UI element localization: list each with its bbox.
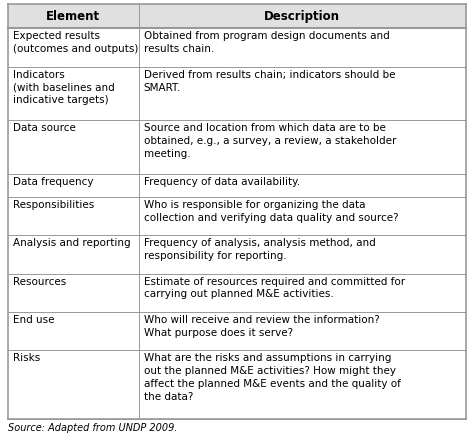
Text: Data frequency: Data frequency (13, 177, 93, 187)
Text: Indicators
(with baselines and
indicative targets): Indicators (with baselines and indicativ… (13, 70, 115, 105)
Text: Source: Adapted from UNDP 2009.: Source: Adapted from UNDP 2009. (8, 423, 177, 433)
Text: Analysis and reporting: Analysis and reporting (13, 238, 131, 248)
Text: Risks: Risks (13, 353, 40, 363)
Text: Frequency of data availability.: Frequency of data availability. (144, 177, 300, 187)
Text: Derived from results chain; indicators should be
SMART.: Derived from results chain; indicators s… (144, 70, 395, 93)
Text: End use: End use (13, 315, 55, 325)
Text: Source and location from which data are to be
obtained, e.g., a survey, a review: Source and location from which data are … (144, 123, 396, 159)
Bar (8, 4, 466, 28)
Text: Who will receive and review the information?
What purpose does it serve?: Who will receive and review the informat… (144, 315, 379, 338)
Text: Expected results
(outcomes and outputs): Expected results (outcomes and outputs) (13, 31, 138, 54)
Text: Obtained from program design documents and
results chain.: Obtained from program design documents a… (144, 31, 389, 54)
Text: Element: Element (46, 10, 100, 23)
Text: Estimate of resources required and committed for
carrying out planned M&E activi: Estimate of resources required and commi… (144, 277, 405, 299)
Text: Who is responsible for organizing the data
collection and verifying data quality: Who is responsible for organizing the da… (144, 200, 398, 223)
Text: Responsibilities: Responsibilities (13, 200, 94, 210)
Text: Description: Description (264, 10, 340, 23)
Text: What are the risks and assumptions in carrying
out the planned M&E activities? H: What are the risks and assumptions in ca… (144, 353, 401, 402)
Text: Resources: Resources (13, 277, 66, 287)
Text: Frequency of analysis, analysis method, and
responsibility for reporting.: Frequency of analysis, analysis method, … (144, 238, 375, 261)
Text: Data source: Data source (13, 123, 76, 133)
